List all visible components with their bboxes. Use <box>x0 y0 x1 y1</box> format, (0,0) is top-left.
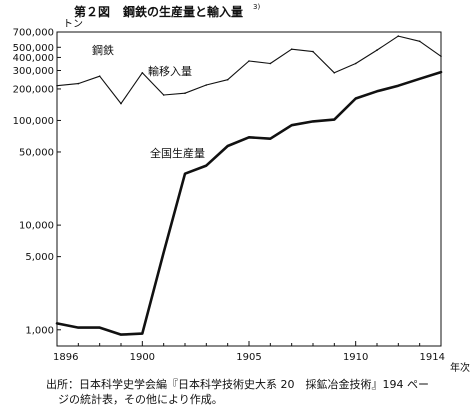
data-point-production <box>290 124 293 126</box>
data-point-production <box>162 251 165 254</box>
data-point-imports <box>248 60 250 62</box>
data-point-imports <box>205 84 208 86</box>
data-point-production <box>248 136 250 139</box>
data-point-production <box>397 84 400 87</box>
data-point-production <box>269 137 272 140</box>
plot-frame <box>56 31 442 347</box>
y-tick-label: 400,000 <box>13 53 54 64</box>
data-point-imports <box>141 72 144 74</box>
data-point-imports <box>397 35 400 37</box>
chart-top-label: 鋼鉄 <box>92 43 114 57</box>
data-point-imports <box>418 40 421 43</box>
data-point-imports <box>184 92 186 94</box>
source-note-line-1: 出所：日本科学史学会編『日本科学技術史大系 20 採鉱冶金技術』194 ペー <box>46 378 429 391</box>
data-point-imports <box>162 94 165 96</box>
data-point-production <box>120 333 122 336</box>
data-point-production <box>226 145 229 147</box>
figure-title: 鋼鉄の生産量と輸入量 <box>122 4 243 19</box>
y-tick-label: 500,000 <box>13 43 54 54</box>
data-point-production <box>418 78 421 80</box>
data-point-imports <box>333 72 336 74</box>
x-tick-label: 1905 <box>236 352 261 363</box>
x-tick-label: 1896 <box>53 352 78 363</box>
data-point-imports <box>226 78 229 81</box>
data-point-production <box>354 97 357 100</box>
data-point-production <box>56 322 58 325</box>
x-axis: 1896 1900 1905 1910 1914 <box>53 341 445 363</box>
data-point-production <box>77 326 80 329</box>
series-group <box>55 35 443 336</box>
y-tick-label: 10,000 <box>19 221 54 232</box>
data-point-imports <box>440 55 442 58</box>
series-label-imports: 輸移入量 <box>148 64 192 78</box>
data-point-imports <box>77 82 80 85</box>
data-point-production <box>205 164 208 167</box>
data-point-imports <box>120 102 122 105</box>
y-tick-label: 50,000 <box>19 147 54 158</box>
data-point-production <box>184 172 186 175</box>
data-point-production <box>333 118 336 121</box>
y-tick-label: 5,000 <box>25 252 54 263</box>
data-point-imports <box>98 75 101 77</box>
y-tick-label: 200,000 <box>13 84 54 95</box>
figure-number: 第２図 <box>74 4 110 19</box>
data-point-imports <box>312 50 314 53</box>
data-point-production <box>141 332 144 335</box>
y-tick-label: 100,000 <box>13 116 54 127</box>
x-tick-label: 1910 <box>343 352 368 363</box>
data-point-production <box>312 120 314 123</box>
data-point-imports <box>290 48 293 50</box>
x-tick-label: 1914 <box>420 352 445 363</box>
data-point-imports <box>56 84 58 87</box>
y-axis-unit-label: トン <box>63 19 83 30</box>
series-line-imports <box>56 35 442 105</box>
x-axis-unit-label: 年次 <box>450 361 470 374</box>
data-point-imports <box>376 49 378 51</box>
y-tick-label: 700,000 <box>13 28 54 39</box>
series-line-production <box>55 70 443 336</box>
data-point-imports <box>354 62 357 65</box>
data-point-imports <box>269 62 272 65</box>
y-tick-label: 300,000 <box>13 66 54 77</box>
series-label-production: 全国生産量 <box>150 146 205 160</box>
data-point-production <box>440 71 442 73</box>
y-tick-label: 1,000 <box>25 325 54 336</box>
source-note-line-2: ジの統計表，その他により作成。 <box>58 393 223 406</box>
source-note: 出所：日本科学史学会編『日本科学技術史大系 20 採鉱冶金技術』194 ペー ジ… <box>46 377 466 407</box>
data-point-production <box>376 90 378 93</box>
x-tick-label: 1900 <box>130 352 155 363</box>
figure-title-footnote: 3) <box>253 3 260 11</box>
data-point-production <box>98 326 101 329</box>
